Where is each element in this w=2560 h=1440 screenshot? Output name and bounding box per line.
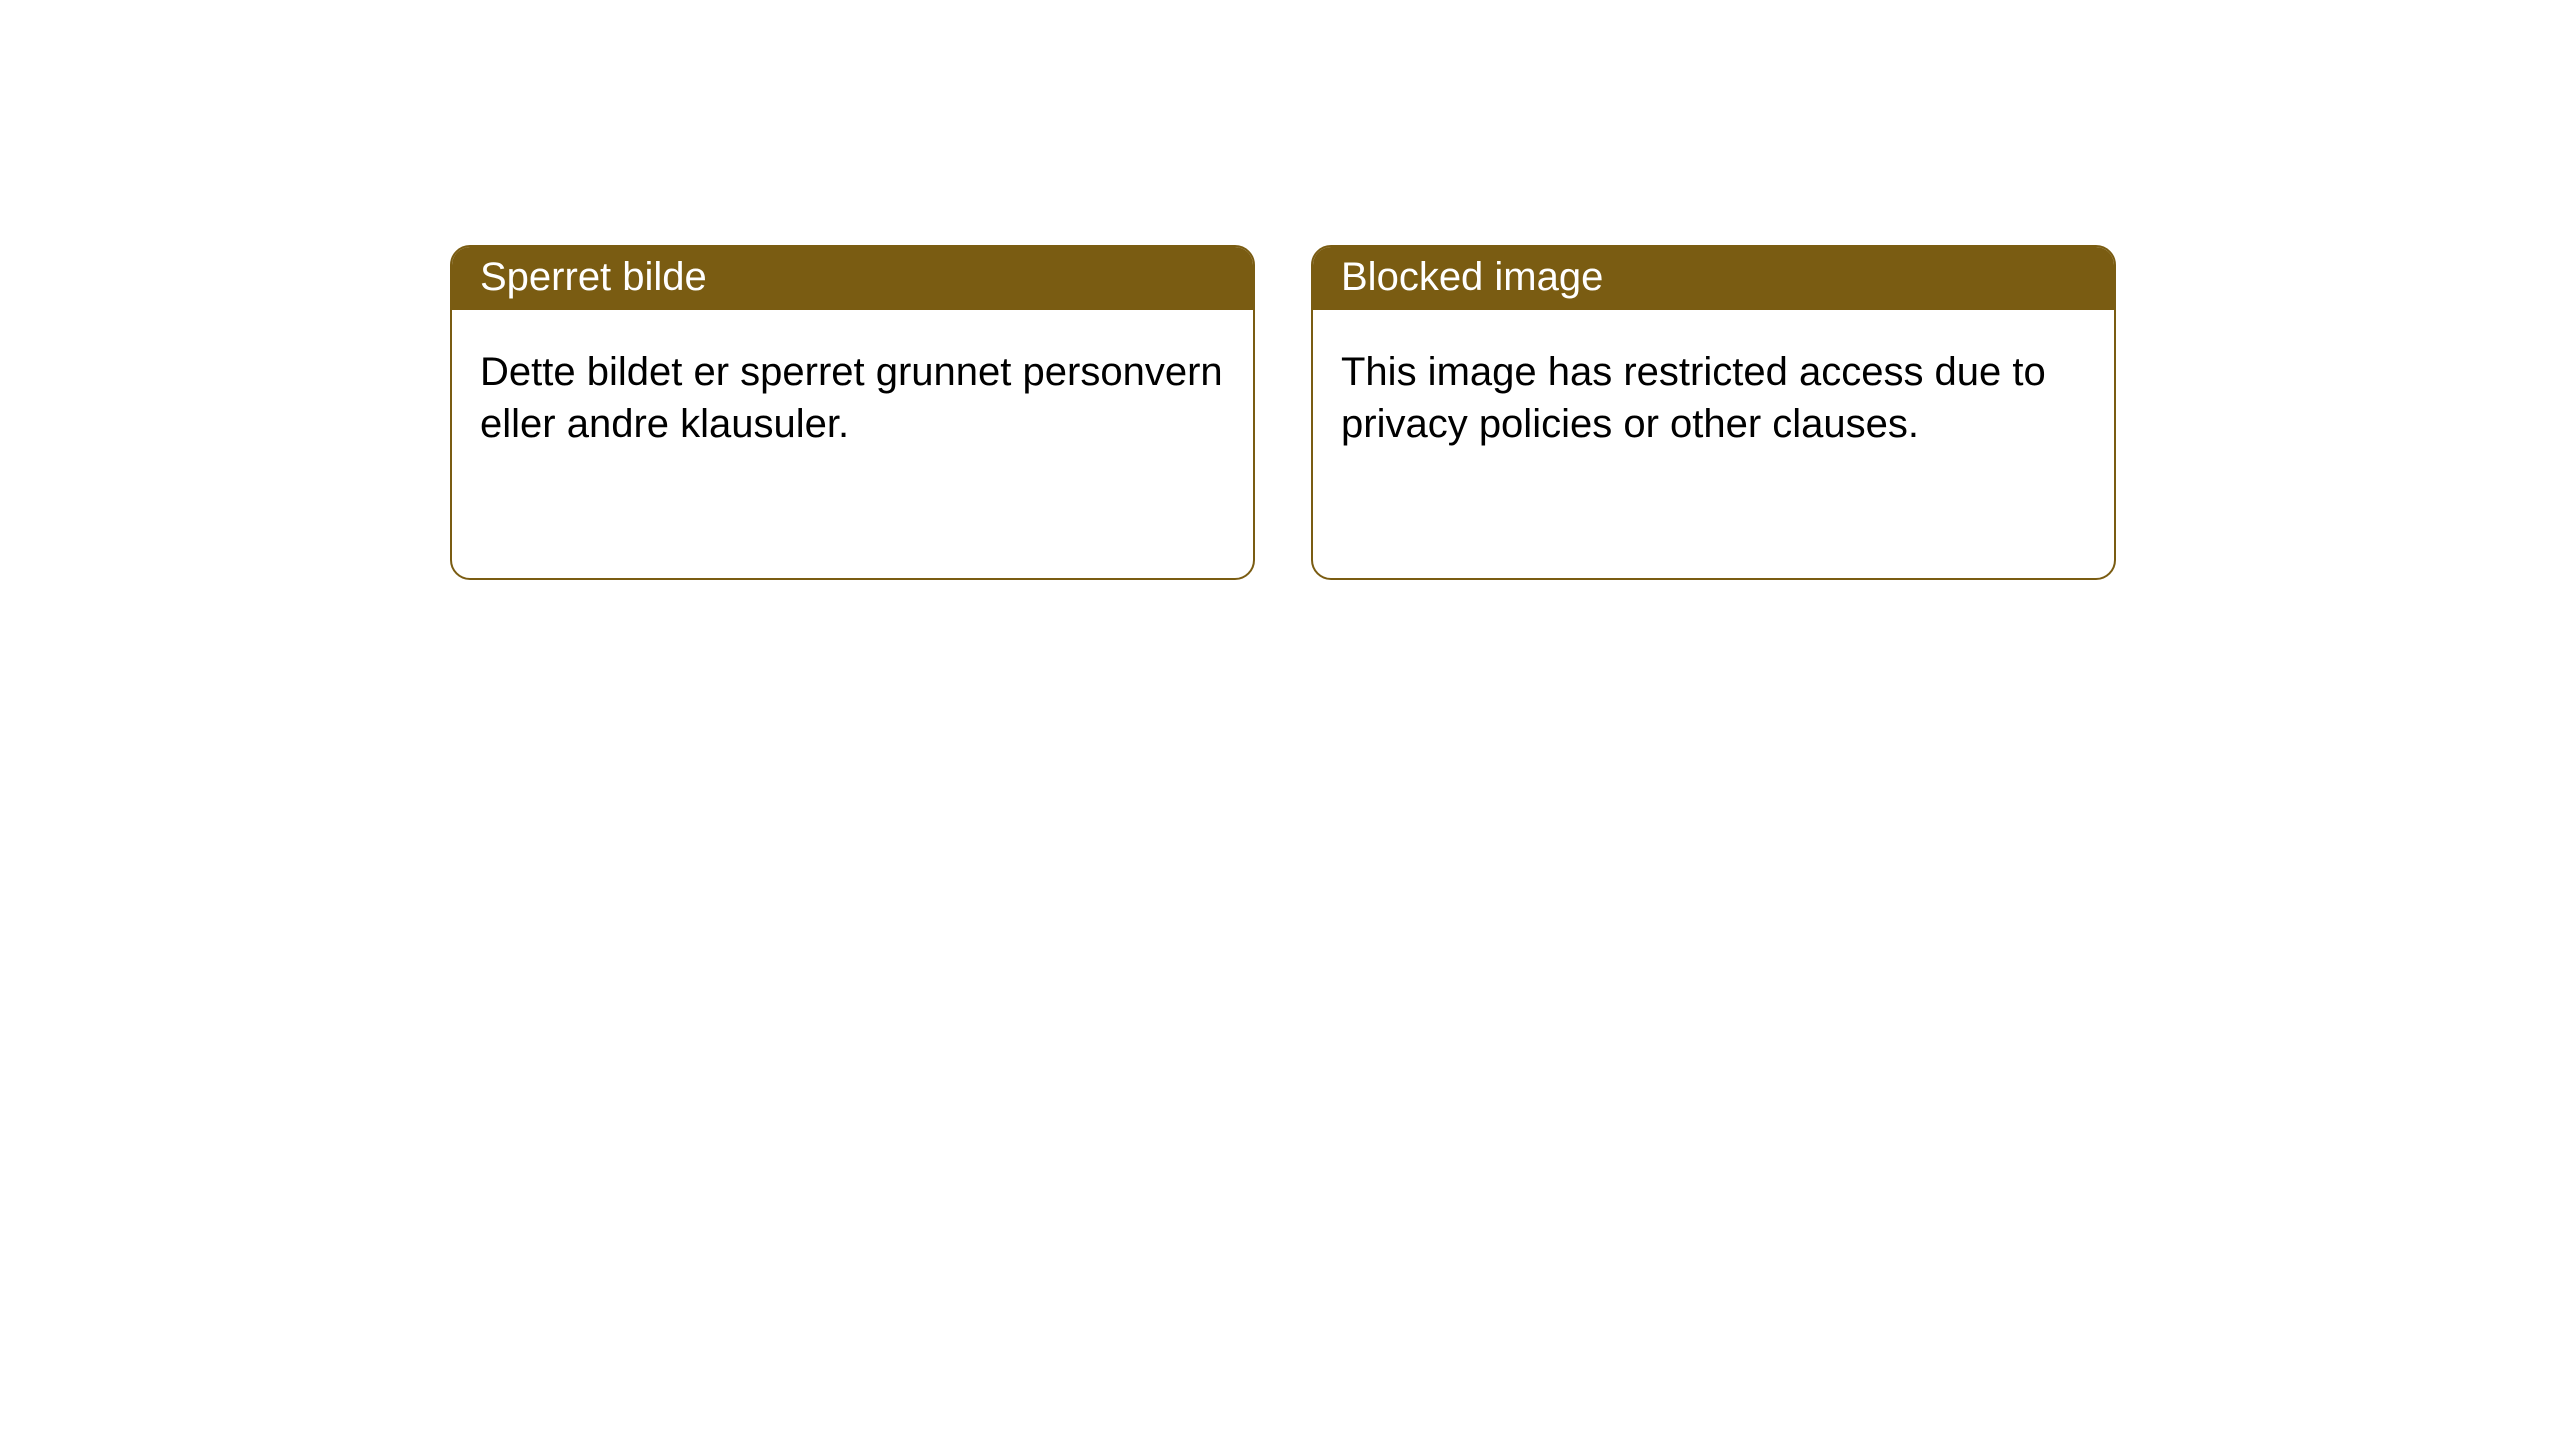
notice-container: Sperret bilde Dette bildet er sperret gr… (0, 0, 2560, 580)
notice-header-norwegian: Sperret bilde (452, 247, 1253, 310)
notice-body-norwegian: Dette bildet er sperret grunnet personve… (452, 310, 1253, 486)
notice-body-english: This image has restricted access due to … (1313, 310, 2114, 486)
notice-header-english: Blocked image (1313, 247, 2114, 310)
notice-box-norwegian: Sperret bilde Dette bildet er sperret gr… (450, 245, 1255, 580)
notice-box-english: Blocked image This image has restricted … (1311, 245, 2116, 580)
